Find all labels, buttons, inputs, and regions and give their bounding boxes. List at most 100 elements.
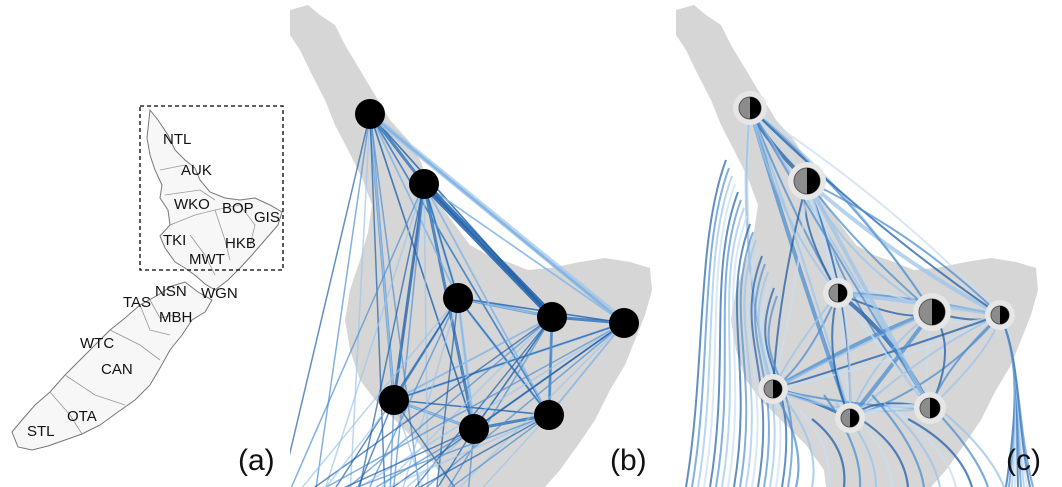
flow-bundle-external	[691, 167, 730, 487]
flow-edge	[423, 183, 459, 299]
bundled-flow-diagram: (c)	[676, 5, 1041, 487]
flow-bundle-external	[823, 394, 862, 487]
flow-edge-external	[393, 399, 456, 487]
flow-bundle-external	[883, 402, 942, 487]
region-node-half	[807, 168, 820, 194]
flow-bundle-external	[721, 207, 745, 487]
flow-bundle	[849, 314, 1001, 419]
flow-bundle-external	[871, 394, 926, 487]
flow-edge-external	[369, 113, 420, 487]
flow-bundle-external	[697, 175, 733, 487]
north-island-boundaries	[159, 164, 256, 276]
flow-bundle-external	[739, 231, 754, 487]
flow-bundle-external	[999, 314, 1034, 487]
region-label-wtc: WTC	[80, 335, 114, 352]
flow-edge-external	[358, 183, 425, 487]
flow-edge-major	[368, 111, 622, 321]
flow-edge-external	[380, 316, 553, 487]
flow-bundle-external	[764, 287, 788, 487]
region-node-half	[850, 409, 859, 427]
zoom-region-box	[139, 105, 284, 271]
region-label-gis: GIS	[254, 209, 280, 226]
flow-bundle	[749, 107, 851, 419]
flow-edge-external	[324, 183, 425, 487]
region-node	[459, 414, 489, 444]
flow-edge-external	[355, 414, 550, 487]
flow-bundle-external	[811, 418, 846, 487]
flow-edge-external	[386, 414, 550, 487]
flow-edge-external	[447, 316, 553, 487]
region-label-tki: TKI	[163, 232, 186, 249]
region-node	[534, 400, 564, 430]
flow-bundle-external	[907, 418, 974, 487]
flow-edge-external	[450, 414, 550, 487]
region-label-bop: BOP	[222, 200, 254, 217]
flow-edge	[548, 322, 625, 416]
flow-edge-external	[393, 183, 425, 487]
flow-edge-external	[406, 428, 475, 487]
flow-bundle-external	[895, 410, 958, 487]
flow-edge-external	[325, 399, 395, 487]
flow-bundle-external	[685, 159, 727, 487]
flow-bundle-external	[743, 239, 757, 487]
flow-edge	[547, 316, 554, 416]
flow-edge-external	[423, 183, 429, 487]
flow-bundle-external	[703, 183, 736, 487]
flow-edge	[457, 297, 550, 416]
panel-letter-a: (a)	[238, 444, 275, 477]
region-label-can: CAN	[101, 361, 133, 378]
flow-edge	[369, 113, 395, 401]
flow-edge-external	[301, 297, 459, 487]
region-label-ota: OTA	[67, 408, 97, 425]
flow-edge-external	[349, 113, 371, 487]
flow-bundle-external	[757, 271, 776, 487]
flow-edge-external	[290, 113, 371, 456]
flow-bundle	[749, 107, 1001, 316]
panel-letter-c: (c)	[1006, 444, 1041, 477]
flow-bundle-external	[787, 402, 815, 487]
panel-a-overview-map: NTL AUK WKO BOP GIS TKI HKB MWT NSN TAS …	[0, 0, 285, 487]
flow-edge-external	[374, 428, 475, 487]
region-node-half	[773, 380, 782, 398]
flow-nodes-b	[355, 99, 639, 444]
region-label-tas: TAS	[123, 294, 151, 311]
flow-bundle	[806, 180, 933, 313]
flow-edge-external	[402, 297, 459, 487]
flow-bundle-external	[709, 191, 739, 487]
region-label-mbh: MBH	[159, 309, 192, 326]
flow-edge	[369, 113, 550, 416]
region-node-half	[930, 398, 940, 418]
flow-bundle-external	[747, 247, 760, 487]
flow-nodes-c	[733, 91, 1015, 433]
flow-edge	[392, 183, 426, 401]
region-node	[409, 169, 439, 199]
flow-bundle-external	[715, 199, 742, 487]
flow-bundle	[749, 107, 931, 409]
south-island-boundaries	[49, 299, 176, 435]
region-label-wgn: WGN	[201, 285, 238, 302]
region-node-half	[750, 97, 761, 119]
region-node-half	[932, 299, 945, 325]
flow-bundle-external	[733, 223, 751, 487]
flow-edge-external	[482, 414, 550, 487]
flow-bundle-external	[754, 263, 770, 487]
flow-bundle-external	[760, 279, 782, 487]
region-label-stl: STL	[27, 423, 55, 440]
region-label-wko: WKO	[174, 196, 210, 213]
flow-edges-b	[290, 111, 625, 487]
flow-edge-external	[369, 113, 386, 487]
flow-bundle	[749, 107, 1001, 316]
flow-bundle	[806, 180, 1001, 316]
flow-edge-external	[347, 316, 553, 487]
flow-edge-external	[436, 297, 459, 487]
flow-edge-external	[315, 113, 371, 487]
flow-edge-external	[368, 297, 459, 487]
region-node-half	[1000, 306, 1009, 324]
flow-bundle	[749, 107, 933, 313]
flow-bundle-external	[727, 215, 748, 487]
flow-edge	[423, 183, 625, 324]
region-label-hkb: HKB	[225, 235, 256, 252]
flow-edge-external	[393, 399, 424, 487]
flow-edge-external	[313, 316, 553, 487]
flow-edge-major	[421, 181, 551, 315]
